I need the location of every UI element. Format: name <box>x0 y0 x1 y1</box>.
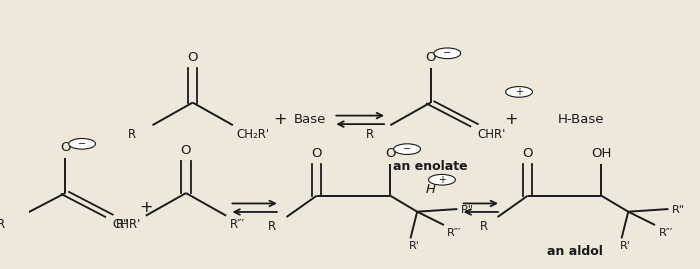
Text: OH: OH <box>592 147 612 160</box>
Text: O: O <box>426 51 436 64</box>
Text: R″′: R″′ <box>230 218 245 231</box>
Text: an aldol: an aldol <box>547 245 603 258</box>
Text: R″′: R″′ <box>659 228 673 238</box>
Text: O: O <box>181 144 191 157</box>
Text: R: R <box>480 220 487 233</box>
Circle shape <box>428 174 456 185</box>
Text: +: + <box>504 112 518 127</box>
Text: O: O <box>385 147 396 160</box>
Text: H: H <box>426 183 435 196</box>
Text: R": R" <box>461 205 474 215</box>
Text: −: − <box>403 144 411 154</box>
Text: CH₂R': CH₂R' <box>236 128 270 141</box>
Text: O: O <box>522 147 533 160</box>
Text: O: O <box>188 51 198 64</box>
Text: R: R <box>268 220 277 233</box>
Text: Base: Base <box>294 113 326 126</box>
Text: an enolate: an enolate <box>393 160 468 173</box>
Circle shape <box>393 144 421 154</box>
Text: −: − <box>78 139 86 149</box>
Text: +: + <box>139 200 153 215</box>
Text: +: + <box>438 175 446 185</box>
Text: −: − <box>443 48 452 58</box>
Text: +: + <box>273 112 286 127</box>
Text: CHR': CHR' <box>477 128 506 141</box>
Text: R″′: R″′ <box>447 228 462 238</box>
Text: R": R" <box>672 205 685 215</box>
Text: +: + <box>515 87 523 97</box>
Text: CHR': CHR' <box>112 218 141 231</box>
Circle shape <box>434 48 461 59</box>
Text: R': R' <box>408 241 419 251</box>
Text: R": R" <box>116 218 129 231</box>
Circle shape <box>69 139 95 149</box>
Text: R: R <box>365 128 374 141</box>
Circle shape <box>505 87 533 97</box>
Text: O: O <box>60 141 71 154</box>
Text: R': R' <box>620 241 630 251</box>
Text: R: R <box>127 128 136 141</box>
Text: O: O <box>312 147 322 160</box>
Text: H-Base: H-Base <box>558 113 604 126</box>
Text: R: R <box>0 218 5 231</box>
